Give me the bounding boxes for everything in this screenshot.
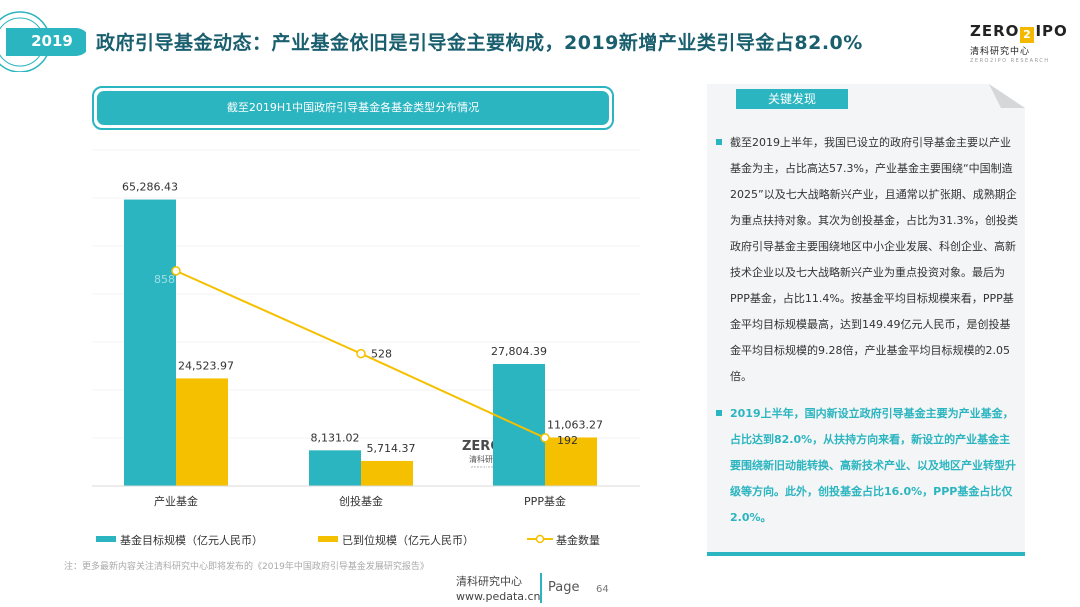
bar-label-paidin: 11,063.27 [547, 418, 603, 431]
legend-swatch-target [96, 536, 116, 542]
legend-line-marker [527, 534, 553, 544]
panel-bottom-bar [707, 552, 1025, 556]
line-label-fund-count: 192 [557, 434, 578, 447]
chart-title-box: 截至2019H1中国政府引导基金各基金类型分布情况 [92, 86, 614, 130]
key-findings-panel [707, 84, 1025, 554]
footnote: 注：更多最新内容关注清科研究中心即将发布的《2019年中国政府引导基金发展研究报… [64, 562, 429, 572]
bar-label-paidin: 24,523.97 [178, 359, 234, 372]
finding-paragraph-1: 截至2019上半年，我国已设立的政府引导基金主要以产业基金为主，占比高达57.3… [716, 130, 1018, 390]
page-title: 政府引导基金动态：产业基金依旧是引导金主要构成，2019新增产业类引导金占82.… [96, 32, 863, 54]
bar-target [309, 450, 361, 486]
x-tick-label: 创投基金 [339, 494, 383, 508]
bar-target [124, 199, 176, 486]
finding-paragraph-2: 2019上半年，国内新设立政府引导基金主要为产业基金，占比达到82.0%，从扶持… [716, 401, 1018, 531]
line-label-fund-count: 858 [154, 273, 175, 286]
footer-org-name: 清科研究中心 [456, 575, 522, 588]
page-fold-corner [989, 84, 1025, 108]
bar-label-target: 8,131.02 [311, 431, 360, 444]
legend-item-paidin: 已到位规模（亿元人民币） [318, 532, 474, 548]
line-marker-fund-count [171, 266, 181, 276]
year-label: 2019 [31, 32, 73, 50]
year-badge-shape [0, 11, 86, 72]
footer-org: 清科研究中心 www.pedata.cn [456, 574, 541, 604]
footer-page-number: 64 [596, 584, 609, 595]
line-marker-fund-count [540, 433, 550, 443]
bar-paidin [545, 437, 597, 486]
legend-item-count: 基金数量 [527, 532, 600, 548]
line-label-fund-count: 528 [371, 348, 392, 361]
footer-divider [540, 573, 542, 603]
bar-paidin [361, 460, 413, 486]
footer-page-label: Page [548, 580, 580, 595]
bar-label-target: 65,286.43 [122, 181, 178, 194]
watermark-logo: ZERO [462, 439, 501, 454]
legend-item-target: 基金目标规模（亿元人民币） [96, 532, 263, 548]
bar-label-paidin: 5,714.37 [367, 442, 416, 455]
key-findings-tag: 关键发现 [736, 89, 848, 109]
bullet-square [716, 139, 722, 145]
bullet-square [716, 410, 722, 416]
footer-url[interactable]: www.pedata.cn [456, 590, 541, 603]
bar-label-target: 27,804.39 [491, 345, 547, 358]
line-marker-fund-count [356, 348, 366, 359]
x-tick-label: 产业基金 [154, 494, 198, 508]
x-tick-label: PPP基金 [524, 494, 566, 508]
legend-swatch-paidin [318, 536, 338, 542]
company-logo: ZERO 2 IPO 清科研究中心 ZERO2IPO RESEARCH [970, 22, 1068, 64]
bar-paidin [176, 378, 228, 486]
chart-title: 截至2019H1中国政府引导基金各基金类型分布情况 [97, 91, 609, 125]
